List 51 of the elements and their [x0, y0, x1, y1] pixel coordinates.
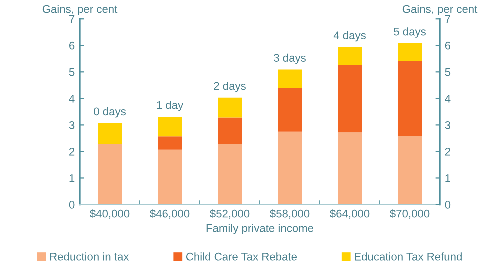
- y-tick-label: 3: [69, 121, 75, 130]
- bar: [338, 132, 362, 205]
- y2-tick-label: 4: [445, 95, 451, 103]
- bar: [278, 132, 302, 205]
- bar: [398, 136, 422, 205]
- bar: [218, 144, 242, 205]
- y-tick-label: 1: [70, 174, 75, 182]
- y2-tick-label: 6: [445, 42, 451, 50]
- bar: [158, 116, 182, 137]
- annotation: 2 days: [214, 82, 246, 92]
- y-tick-label: 2: [70, 148, 75, 156]
- annotation: 0 days: [94, 107, 126, 118]
- y2-tick-label: 1: [446, 174, 450, 182]
- y-tick-label: 4: [69, 95, 75, 103]
- legend-label: Child Care Tax Rebate: [186, 252, 297, 261]
- x-tick-label: $70,000: [390, 209, 430, 220]
- y2-tick-label: 2: [445, 148, 450, 156]
- x-axis-title: Family private income: [206, 224, 314, 234]
- bar: [278, 88, 302, 132]
- legend-label: Education Tax Refund: [355, 252, 462, 261]
- bar: [338, 66, 362, 133]
- y-tick-label: 0: [69, 201, 75, 209]
- bar: [218, 98, 242, 118]
- y-tick-label: 6: [70, 42, 75, 50]
- bar: [218, 118, 242, 145]
- y2-tick-label: 7: [445, 15, 450, 24]
- x-tick-label: $40,000: [90, 209, 130, 220]
- annotation: 4 days: [334, 31, 366, 42]
- bar: [158, 150, 182, 205]
- y2-tick-label: 5: [445, 68, 451, 76]
- x-tick-label: $52,000: [210, 209, 250, 220]
- bar: [338, 47, 362, 66]
- x-tick-label: $64,000: [330, 209, 370, 220]
- bar: [398, 61, 422, 136]
- bar: [98, 144, 122, 205]
- bar: [398, 44, 422, 62]
- annotation: 3 days: [274, 54, 306, 64]
- bar: [158, 136, 182, 150]
- annotation: 1 day: [157, 101, 184, 112]
- x-tick-label: $58,000: [270, 209, 310, 220]
- x-tick-label: $46,000: [150, 209, 190, 220]
- y-tick-label: 5: [69, 68, 75, 76]
- y-tick-label: 7: [70, 15, 75, 24]
- annotation: 5 days: [394, 28, 426, 38]
- legend-label: Reduction in tax: [50, 252, 130, 261]
- bar: [98, 123, 122, 145]
- y-axis-title: Gains, per cent: [42, 5, 118, 16]
- y2-tick-label: 0: [445, 201, 451, 209]
- y2-axis-title: Gains, per cent: [402, 5, 478, 16]
- y2-tick-label: 3: [445, 121, 451, 130]
- bar: [278, 70, 302, 88]
